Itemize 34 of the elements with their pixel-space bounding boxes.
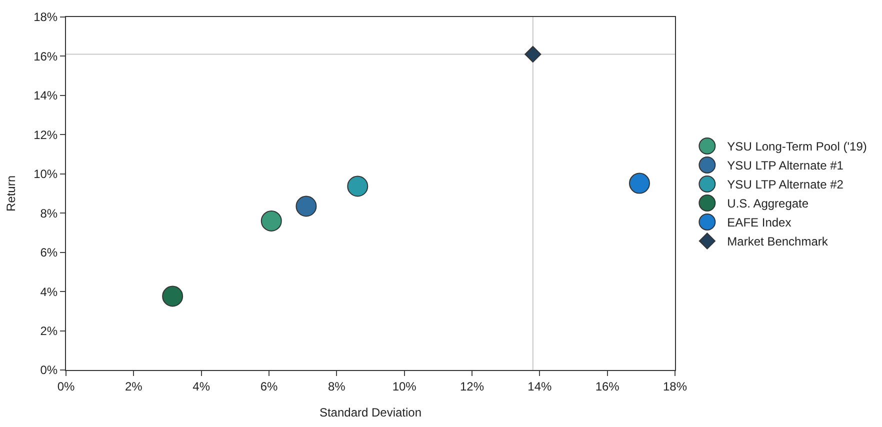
x-tick-label: 2% [125,379,143,394]
y-tick-label: 8% [40,206,58,220]
y-tick-label: 0% [40,363,58,378]
y-axis-title: Return [4,175,18,212]
legend-label: U.S. Aggregate [727,196,809,211]
x-tick-label: 6% [260,379,278,394]
point [260,210,282,232]
x-tick-label: 4% [192,379,210,394]
y-tick-label: 2% [40,324,58,338]
x-tick-label: 16% [595,379,620,394]
point [628,172,650,194]
y-tick-label: 12% [34,128,58,142]
x-axis-title: Standard Deviation [319,405,422,420]
y-tick-label: 14% [34,88,58,103]
legend-label: YSU LTP Alternate #2 [727,178,844,192]
point [524,46,542,63]
y-tick-label: 18% [34,10,58,24]
y-tick-label: 4% [40,284,58,299]
legend-label: YSU Long-Term Pool ('19) [727,140,867,154]
point [296,196,317,217]
y-tick-label: 10% [34,167,58,182]
y-tick-label: 6% [40,246,58,260]
legend-label: EAFE Index [727,216,792,230]
x-tick-label: 18% [662,379,688,394]
x-tick-label: 12% [460,379,484,394]
legend-label: Market Benchmark [727,234,829,249]
point [162,286,184,307]
x-tick-label: 0% [57,379,75,394]
point [347,176,368,197]
x-tick-label: 14% [528,379,552,394]
x-tick-label: 10% [392,379,417,394]
x-tick-label: 8% [328,379,346,394]
legend-label: YSU LTP Alternate #1 [727,158,844,173]
y-tick-label: 16% [34,49,58,64]
